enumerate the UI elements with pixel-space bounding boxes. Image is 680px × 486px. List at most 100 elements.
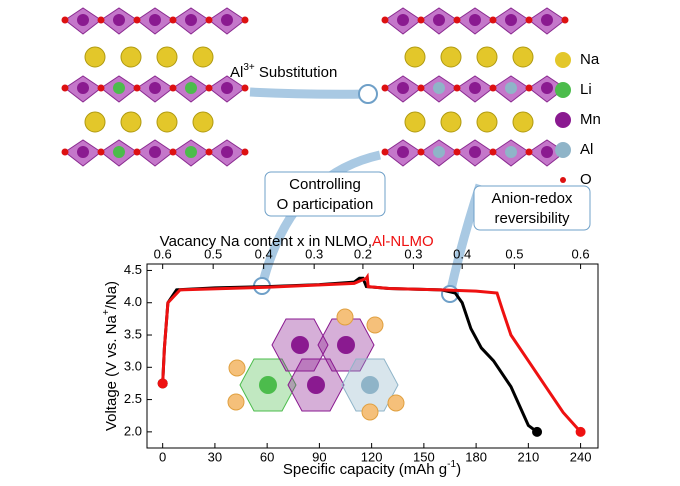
atom — [228, 359, 246, 377]
atom — [337, 336, 355, 354]
superscript: -1 — [447, 459, 456, 470]
atom — [381, 16, 389, 24]
text: ) — [456, 461, 461, 478]
atom — [381, 84, 389, 92]
atom — [241, 148, 249, 156]
atom — [133, 148, 141, 156]
atom — [387, 394, 405, 412]
atom — [440, 111, 462, 133]
atom — [120, 111, 142, 133]
text: Substitution — [255, 64, 338, 81]
atom — [241, 84, 249, 92]
atom — [361, 403, 379, 421]
x2-tick-label: 0.5 — [204, 246, 222, 261]
legend-label: Mn — [580, 111, 601, 128]
atom — [417, 148, 425, 156]
atom — [453, 148, 461, 156]
illustrations — [61, 7, 591, 421]
atom — [489, 148, 497, 156]
atom — [77, 146, 89, 158]
x2-tick-label: 0.4 — [453, 246, 471, 261]
x-tick-label: 30 — [208, 449, 222, 464]
atom — [453, 84, 461, 92]
atom — [525, 148, 533, 156]
atom — [84, 46, 106, 68]
atom — [307, 376, 325, 394]
atom — [156, 46, 178, 68]
x-tick-label: 150 — [413, 449, 435, 464]
atom — [192, 46, 214, 68]
x2-tick-label: 0.5 — [505, 246, 523, 261]
atom — [397, 146, 409, 158]
legend-label: Al — [580, 141, 593, 158]
x-tick-label: 120 — [361, 449, 383, 464]
atom — [113, 14, 125, 26]
x-tick-label: 0 — [159, 449, 166, 464]
atom — [241, 16, 249, 24]
y-tick-label: 4.5 — [124, 262, 142, 277]
end-marker — [532, 426, 543, 437]
y-axis-label: Voltage (V vs. Na+/Na) — [101, 281, 120, 431]
atom — [505, 14, 517, 26]
atom — [205, 16, 213, 24]
arrow-head — [358, 84, 378, 104]
atom — [361, 376, 379, 394]
atom — [433, 146, 445, 158]
atom — [417, 84, 425, 92]
atom — [149, 14, 161, 26]
atom — [149, 82, 161, 94]
x2-tick-label: 0.2 — [354, 246, 372, 261]
atom — [476, 46, 498, 68]
atom — [433, 14, 445, 26]
legend-swatch — [560, 177, 566, 183]
annotation-box — [473, 185, 591, 231]
atom — [61, 84, 69, 92]
atom — [505, 82, 517, 94]
atom — [397, 14, 409, 26]
atom — [84, 111, 106, 133]
text: Voltage (V vs. Na — [103, 314, 120, 431]
atom — [397, 82, 409, 94]
atom — [221, 14, 233, 26]
atom — [192, 111, 214, 133]
x-tick-label: 180 — [465, 449, 487, 464]
y-tick-label: 2.5 — [124, 391, 142, 406]
atom — [336, 308, 354, 326]
atom — [221, 82, 233, 94]
atom — [113, 82, 125, 94]
atom — [469, 146, 481, 158]
legend-label: Li — [580, 81, 592, 98]
text: Al — [230, 64, 243, 81]
x2-tick-label: 0.4 — [255, 246, 273, 261]
arrow — [249, 87, 369, 99]
atom — [169, 84, 177, 92]
y-tick-label: 3.5 — [124, 326, 142, 341]
atom — [525, 84, 533, 92]
y-tick-label: 4.0 — [124, 294, 142, 309]
atom — [61, 148, 69, 156]
end-marker — [575, 426, 586, 437]
x-tick-label: 240 — [570, 449, 592, 464]
atom — [541, 14, 553, 26]
superscript: 3+ — [243, 62, 255, 73]
y-tick-label: 2.0 — [124, 423, 142, 438]
atom — [185, 82, 197, 94]
atom — [512, 111, 534, 133]
x-tick-label: 90 — [312, 449, 326, 464]
atom — [133, 84, 141, 92]
atom — [440, 46, 462, 68]
legend-swatch — [555, 52, 571, 68]
atom — [169, 16, 177, 24]
atom — [205, 84, 213, 92]
legend-label: O — [580, 171, 592, 188]
x2-tick-label: 0.3 — [305, 246, 323, 261]
substitution-label: Al3+ Substitution — [230, 62, 337, 81]
annotation: Controlling — [289, 176, 361, 193]
atom — [156, 111, 178, 133]
atom — [169, 148, 177, 156]
atom — [541, 146, 553, 158]
legend-label: Na — [580, 51, 600, 68]
atom — [404, 46, 426, 68]
atom — [97, 16, 105, 24]
